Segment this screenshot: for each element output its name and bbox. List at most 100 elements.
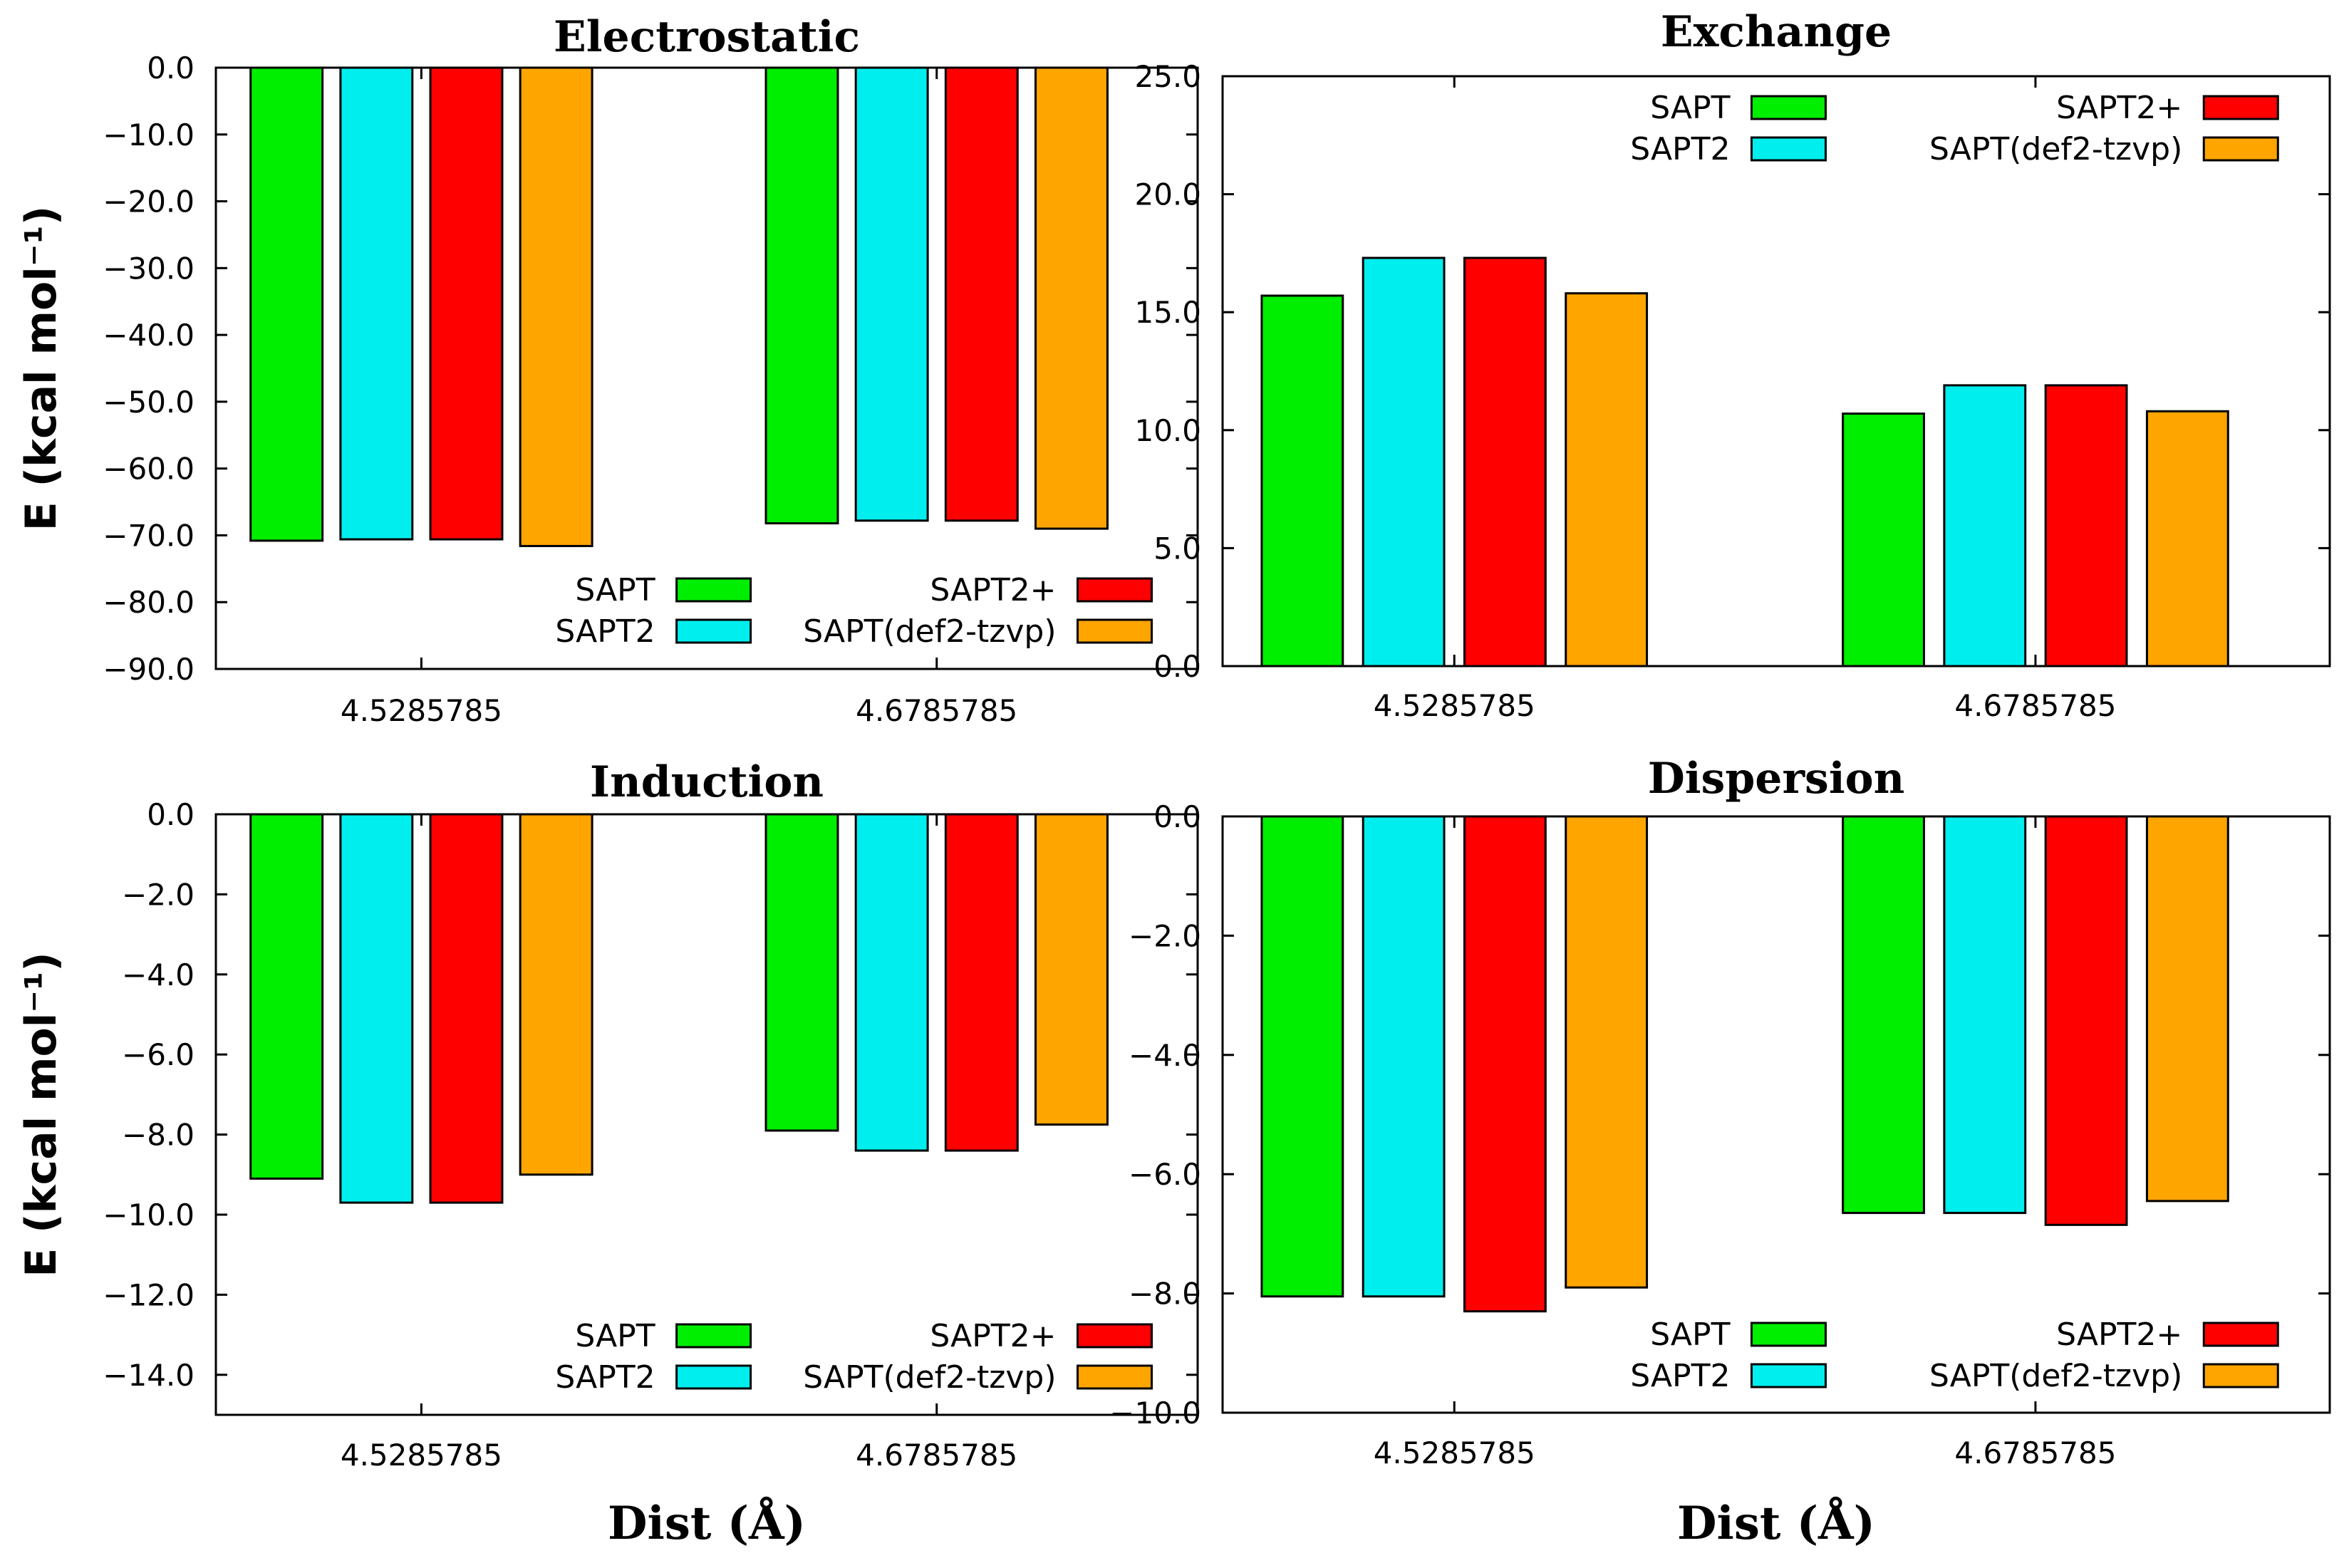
electrostatic-panel: 0.0 −10.0 −20.0 −30.0 −40.0 −50.0 −60.0 −70.0 −8… bbox=[16, 12, 1199, 728]
y-tick-label: −20.0 bbox=[103, 185, 195, 219]
bar-sapt2-4-5285785 bbox=[339, 813, 414, 1204]
y-tick-label: −90.0 bbox=[103, 652, 195, 687]
y-tick-label: −60.0 bbox=[103, 452, 195, 487]
bar-sapt-def2-tzvp-4-5285785 bbox=[1565, 815, 1649, 1289]
legend-label-sapt-def2-tzvp: SAPT(def2-tzvp) bbox=[1929, 1358, 2182, 1394]
legend-label-sapt-def2-tzvp: SAPT(def2-tzvp) bbox=[1929, 131, 2182, 167]
legend-swatch-sapt2 bbox=[675, 618, 752, 644]
y-tick-label: 0.0 bbox=[1153, 799, 1201, 834]
exchange-panel: 0.0 5.0 10.0 15.0 20.0 25.0 4.5285785 4.6785785… bbox=[1134, 7, 2331, 723]
bar-sapt2-4-6785785 bbox=[1943, 815, 2027, 1215]
legend-swatch-sapt2 bbox=[1077, 1323, 1153, 1349]
y-tick-label: −8.0 bbox=[1129, 1277, 1201, 1312]
bar-sapt2-4-5285785 bbox=[1463, 815, 1547, 1313]
legend-label-sapt2: SAPT2+ bbox=[930, 572, 1056, 608]
x-tick-label-4-6785785: 4.6785785 bbox=[856, 693, 1017, 728]
y-tick-label: −10.0 bbox=[103, 1198, 195, 1232]
legend-swatch-sapt-def2-tzvp bbox=[2202, 136, 2279, 162]
y-tick-label: −8.0 bbox=[122, 1118, 195, 1153]
bar-sapt2-4-5285785 bbox=[429, 813, 504, 1204]
legend-swatch-sapt-def2-tzvp bbox=[2202, 1363, 2279, 1388]
bar-sapt2-4-6785785 bbox=[944, 66, 1019, 522]
bar-sapt-def2-tzvp-4-5285785 bbox=[1565, 292, 1649, 668]
y-tick-label: 20.0 bbox=[1134, 177, 1201, 212]
y-axis-title: E (kcal mol⁻¹) bbox=[16, 952, 66, 1277]
y-tick-label: −50.0 bbox=[103, 385, 195, 420]
legend-label-sapt-def2-tzvp: SAPT(def2-tzvp) bbox=[803, 1359, 1056, 1396]
y-tick-label: −10.0 bbox=[1109, 1396, 1201, 1431]
legend-swatch-sapt bbox=[1750, 1322, 1827, 1347]
bar-sapt2-4-6785785 bbox=[944, 813, 1019, 1152]
bar-sapt2-4-5285785 bbox=[1362, 815, 1446, 1298]
y-tick-label: −6.0 bbox=[122, 1037, 195, 1072]
x-tick-label-4-6785785: 4.6785785 bbox=[1954, 688, 2116, 723]
legend-label-sapt2: SAPT2 bbox=[555, 1359, 655, 1396]
legend-label-sapt2: SAPT2 bbox=[555, 613, 655, 650]
y-tick-label: −30.0 bbox=[103, 251, 195, 286]
y-axis-title: E (kcal mol⁻¹) bbox=[16, 206, 66, 531]
panel-title: Dispersion bbox=[1648, 754, 1905, 804]
bar-sapt-4-6785785 bbox=[1842, 412, 1925, 668]
bar-sapt-def2-tzvp-4-5285785 bbox=[519, 813, 593, 1176]
bar-sapt2-4-5285785 bbox=[1362, 256, 1446, 668]
bar-sapt2-4-6785785 bbox=[854, 66, 929, 522]
legend-swatch-sapt bbox=[675, 577, 752, 603]
x-tick-label-4-6785785: 4.6785785 bbox=[1954, 1435, 2116, 1470]
y-tick-label: 25.0 bbox=[1134, 59, 1201, 94]
bar-sapt2-4-6785785 bbox=[1943, 384, 2027, 668]
x-axis-title: Dist (Å) bbox=[1677, 1497, 1875, 1550]
legend-swatch-sapt-def2-tzvp bbox=[1077, 618, 1153, 644]
bar-sapt-def2-tzvp-4-6785785 bbox=[1034, 813, 1109, 1126]
legend-label-sapt2: SAPT2+ bbox=[930, 1318, 1056, 1354]
y-tick-label: 10.0 bbox=[1134, 413, 1201, 448]
x-tick-label-4-5285785: 4.5285785 bbox=[341, 693, 502, 728]
bar-sapt2-4-5285785 bbox=[339, 66, 414, 541]
x-tick-label-4-5285785: 4.5285785 bbox=[1374, 688, 1535, 723]
y-tick-label: 5.0 bbox=[1153, 531, 1201, 566]
legend-label-sapt2: SAPT2 bbox=[1630, 131, 1730, 167]
legend-label-sapt2: SAPT2+ bbox=[2056, 90, 2182, 126]
y-tick-label: −12.0 bbox=[103, 1277, 195, 1312]
legend-label-sapt: SAPT bbox=[575, 1318, 655, 1354]
bar-sapt2-4-5285785 bbox=[429, 66, 504, 541]
panel-title: Exchange bbox=[1661, 7, 1892, 57]
legend-label-sapt2: SAPT2+ bbox=[2056, 1317, 2182, 1353]
y-tick-label: −2.0 bbox=[122, 877, 195, 912]
plot-frame bbox=[1221, 815, 2331, 1414]
x-tick-label-4-5285785: 4.5285785 bbox=[341, 1438, 502, 1473]
dispersion-panel: 0.0 −2.0 −4.0 −6.0 −8.0 −10.0 4.5285785 4.67857… bbox=[1109, 754, 2331, 1550]
y-tick-label: −2.0 bbox=[1129, 918, 1201, 953]
y-tick-label: −80.0 bbox=[103, 585, 195, 620]
bar-sapt-4-6785785 bbox=[764, 66, 839, 525]
legend-label-sapt: SAPT bbox=[1650, 1317, 1730, 1353]
legend-swatch-sapt2 bbox=[1750, 136, 1827, 162]
x-tick-label-4-6785785: 4.6785785 bbox=[856, 1438, 1017, 1473]
bar-sapt2-4-6785785 bbox=[854, 813, 929, 1152]
bar-sapt2-4-5285785 bbox=[1463, 256, 1547, 668]
bar-sapt-def2-tzvp-4-6785785 bbox=[2145, 410, 2229, 668]
bar-sapt-def2-tzvp-4-6785785 bbox=[2145, 815, 2229, 1203]
bar-sapt-def2-tzvp-4-6785785 bbox=[1034, 66, 1109, 530]
y-tick-label: 0.0 bbox=[147, 51, 195, 85]
y-tick-label: 0.0 bbox=[1153, 649, 1201, 684]
y-tick-label: −4.0 bbox=[122, 957, 195, 992]
bar-sapt2-4-6785785 bbox=[2044, 384, 2128, 668]
y-tick-label: 0.0 bbox=[147, 797, 195, 832]
y-tick-label: 15.0 bbox=[1134, 295, 1201, 330]
x-tick-label-4-5285785: 4.5285785 bbox=[1374, 1435, 1535, 1470]
legend-swatch-sapt2 bbox=[1077, 577, 1153, 603]
plot-frame bbox=[1221, 75, 2331, 668]
bar-sapt-def2-tzvp-4-5285785 bbox=[519, 66, 593, 547]
legend-swatch-sapt bbox=[675, 1323, 752, 1349]
bar-sapt-4-5285785 bbox=[1260, 815, 1344, 1298]
legend-label-sapt2: SAPT2 bbox=[1630, 1358, 1730, 1394]
bar-sapt-4-6785785 bbox=[764, 813, 839, 1132]
legend-label-sapt: SAPT bbox=[1650, 90, 1730, 126]
y-tick-label: −6.0 bbox=[1129, 1157, 1201, 1192]
y-tick-label: −14.0 bbox=[103, 1358, 195, 1393]
plot-frame bbox=[214, 813, 1199, 1416]
induction-panel: 0.0 −2.0 −4.0 −6.0 −8.0 −10.0 −12.0 −14.0 4.5285… bbox=[16, 757, 1199, 1550]
legend-swatch-sapt2 bbox=[2202, 1322, 2279, 1347]
bar-sapt-4-5285785 bbox=[249, 813, 324, 1180]
